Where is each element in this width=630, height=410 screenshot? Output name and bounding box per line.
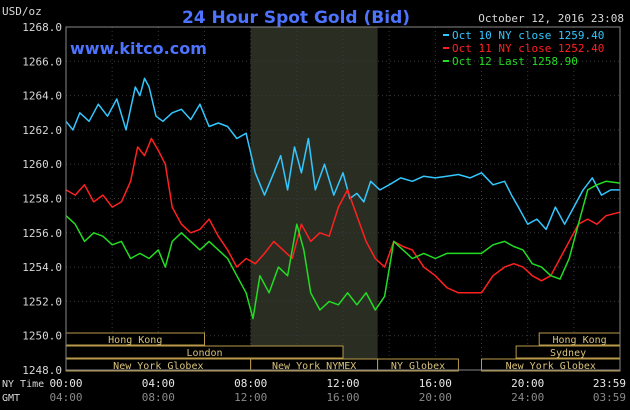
series-line — [65, 77, 620, 231]
session-label: New York Globex — [506, 361, 596, 372]
y-tick-label: 1262.0 — [22, 124, 62, 137]
x-tick-label-ny: 12:00 — [326, 377, 359, 390]
x-tick-label-gmt: 24:00 — [511, 391, 544, 404]
y-tick-label: 1252.0 — [22, 295, 62, 308]
y-tick-label: 1254.0 — [22, 261, 62, 274]
legend-item-oct10: Oct 10 NY close 1259.40 — [452, 29, 604, 42]
session-label: NY Globex — [391, 361, 445, 372]
plot-area: 1268.0 1266.0 1264.0 1262.0 1260.0 1258.0 1256… — [22, 21, 626, 404]
session-label: New York Globex — [113, 361, 203, 372]
x-tick-label-gmt: 16:00 — [326, 391, 359, 404]
x-row-label-ny: NY Time — [2, 379, 44, 390]
timestamp: October 12, 2016 23:08 — [478, 12, 624, 25]
session-bar — [377, 358, 459, 372]
y-tick-label: 1264.0 — [22, 90, 62, 103]
legend-item-oct11: Oct 11 NY close 1252.40 — [452, 42, 604, 55]
legend: Oct 10 NY close 1259.40 Oct 11 NY close … — [443, 29, 604, 68]
x-tick-label-gmt: 03:59 — [593, 391, 626, 404]
x-row-label-gmt: GMT — [2, 393, 20, 404]
source-label: www.kitco.com — [70, 39, 207, 58]
x-tick-label-gmt: 04:00 — [49, 391, 82, 404]
series-line — [65, 137, 621, 294]
y-tick-label: 1260.0 — [22, 158, 62, 171]
y-tick-label: 1248.0 — [22, 364, 62, 377]
x-tick-label-gmt: 08:00 — [142, 391, 175, 404]
x-tick-label-ny: 16:00 — [419, 377, 452, 390]
x-tick-label-ny: 20:00 — [511, 377, 544, 390]
y-tick-label: 1258.0 — [22, 193, 62, 206]
y-tick-label: 1266.0 — [22, 55, 62, 68]
x-tick-label-gmt: 12:00 — [234, 391, 267, 404]
session-label: Sydney — [550, 348, 586, 359]
session-label: London — [186, 348, 222, 359]
x-tick-label-ny: 23:59 — [593, 377, 626, 390]
session-label: New York NYMEX — [272, 361, 356, 372]
x-tick-label-ny: 00:00 — [49, 377, 82, 390]
session-label: Hong Kong — [108, 335, 162, 346]
x-tick-label-ny: 08:00 — [234, 377, 267, 390]
chart-title: 24 Hour Spot Gold (Bid) — [182, 8, 410, 28]
x-tick-label-ny: 04:00 — [142, 377, 175, 390]
y-tick-label: 1268.0 — [22, 21, 62, 34]
y-tick-label: 1256.0 — [22, 227, 62, 240]
session-label: Hong Kong — [553, 335, 607, 346]
series-line — [65, 180, 621, 320]
y-tick-label: 1250.0 — [22, 330, 62, 343]
x-tick-label-gmt: 20:00 — [419, 391, 452, 404]
legend-item-oct12: Oct 12 Last 1258.90 — [452, 55, 578, 68]
plot-frame — [65, 26, 621, 371]
unit-label: USD/oz — [2, 5, 42, 18]
